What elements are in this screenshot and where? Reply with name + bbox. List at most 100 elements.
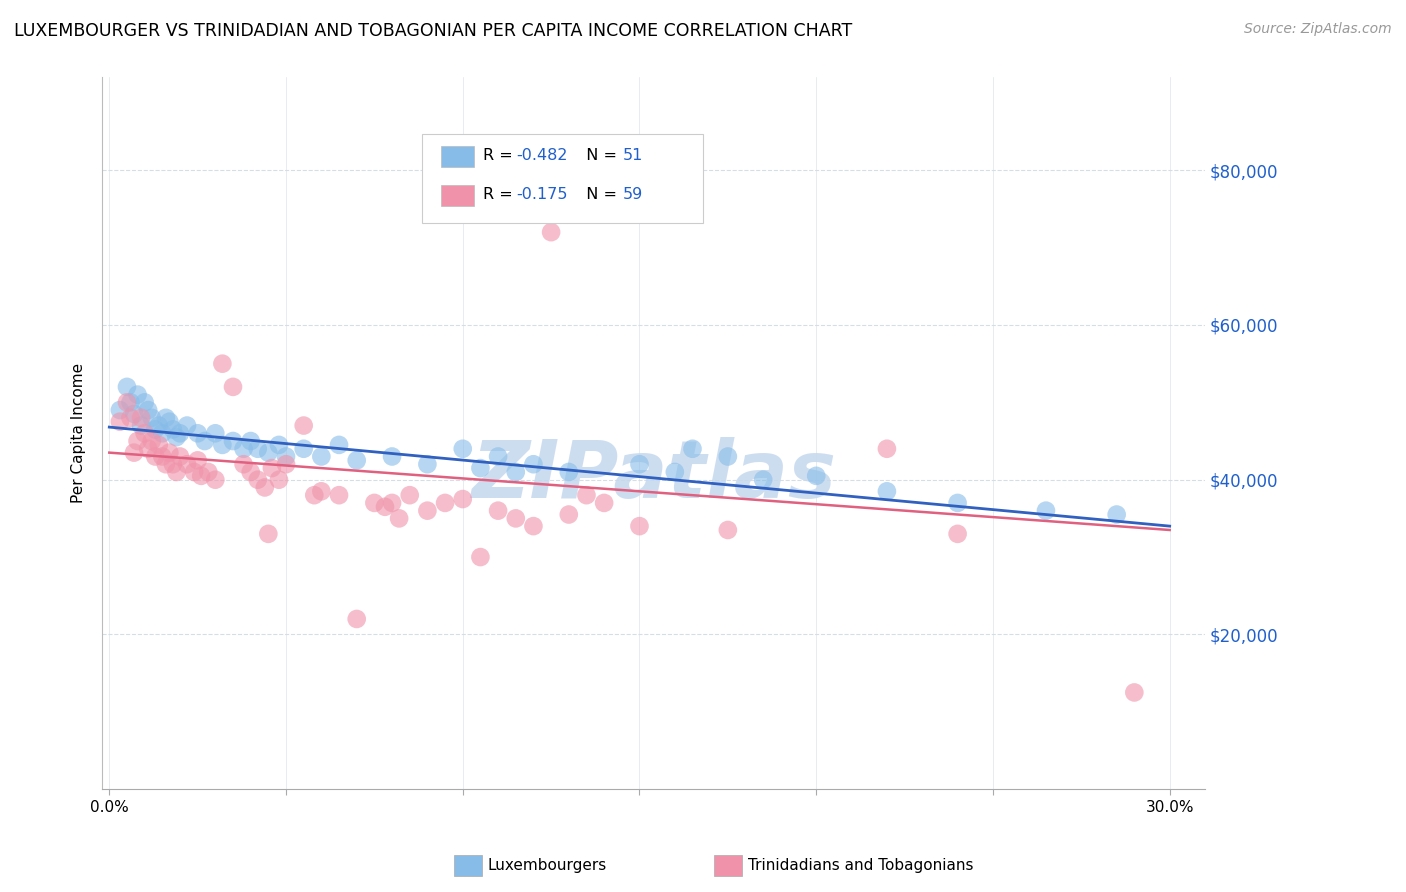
Point <box>274 457 297 471</box>
Point <box>292 418 315 433</box>
Point <box>141 410 163 425</box>
Text: Trinidadians and Tobagonians: Trinidadians and Tobagonians <box>748 858 973 872</box>
Point <box>505 511 527 525</box>
Point <box>558 508 581 522</box>
Point <box>162 457 184 471</box>
Point <box>363 496 385 510</box>
Point <box>197 465 219 479</box>
Point <box>267 438 290 452</box>
Point <box>232 457 254 471</box>
Text: ZIPatlas: ZIPatlas <box>471 437 837 515</box>
Point <box>129 418 152 433</box>
Point <box>162 422 184 436</box>
Point <box>311 484 333 499</box>
FancyBboxPatch shape <box>440 185 474 206</box>
Point <box>115 380 138 394</box>
Point <box>134 395 156 409</box>
Point <box>260 461 283 475</box>
Y-axis label: Per Capita Income: Per Capita Income <box>72 363 86 503</box>
Point <box>108 415 131 429</box>
Point <box>522 519 544 533</box>
Point <box>239 434 262 448</box>
Point <box>155 457 177 471</box>
FancyBboxPatch shape <box>422 135 703 223</box>
Text: Luxembourgers: Luxembourgers <box>488 858 607 872</box>
Point <box>253 480 276 494</box>
Text: -0.482: -0.482 <box>516 148 567 163</box>
Point <box>134 426 156 441</box>
Point <box>239 465 262 479</box>
Point <box>434 496 457 510</box>
Point <box>1105 508 1128 522</box>
FancyBboxPatch shape <box>440 145 474 167</box>
Point <box>120 395 142 409</box>
Point <box>451 491 474 506</box>
Point <box>194 434 217 448</box>
Point <box>157 445 180 459</box>
Point <box>246 473 269 487</box>
Point <box>150 450 173 464</box>
Point <box>165 430 187 444</box>
Text: R =: R = <box>482 148 517 163</box>
Point <box>222 380 245 394</box>
Point <box>416 503 439 517</box>
Point <box>187 453 209 467</box>
Point <box>169 426 191 441</box>
Point <box>187 426 209 441</box>
Point <box>108 403 131 417</box>
Point <box>540 225 562 239</box>
Point <box>451 442 474 456</box>
Point <box>292 442 315 456</box>
Point <box>628 457 651 471</box>
Text: -0.175: -0.175 <box>516 187 567 202</box>
Point <box>115 395 138 409</box>
Point <box>304 488 326 502</box>
Point <box>190 468 212 483</box>
Point <box>876 484 898 499</box>
Point <box>311 450 333 464</box>
Point <box>122 407 145 421</box>
Point <box>682 442 704 456</box>
Point <box>486 503 509 517</box>
Point <box>274 450 297 464</box>
Point <box>946 496 969 510</box>
Text: LUXEMBOURGER VS TRINIDADIAN AND TOBAGONIAN PER CAPITA INCOME CORRELATION CHART: LUXEMBOURGER VS TRINIDADIAN AND TOBAGONI… <box>14 22 852 40</box>
Point <box>232 442 254 456</box>
Point <box>388 511 411 525</box>
Point <box>204 473 226 487</box>
Point <box>505 465 527 479</box>
Point <box>398 488 420 502</box>
Point <box>169 450 191 464</box>
Point <box>593 496 616 510</box>
Point <box>141 434 163 448</box>
Text: 51: 51 <box>623 148 643 163</box>
Point <box>717 523 740 537</box>
Point <box>416 457 439 471</box>
Point <box>328 438 350 452</box>
Point <box>628 519 651 533</box>
Point <box>664 465 686 479</box>
Point <box>176 457 198 471</box>
Point <box>486 450 509 464</box>
Point <box>257 526 280 541</box>
Point <box>122 445 145 459</box>
Text: R =: R = <box>482 187 517 202</box>
Point <box>328 488 350 502</box>
Point <box>522 457 544 471</box>
Point <box>267 473 290 487</box>
Point <box>381 496 404 510</box>
Point <box>183 465 205 479</box>
Point <box>157 415 180 429</box>
Point <box>127 434 149 448</box>
Point <box>129 410 152 425</box>
Point <box>150 426 173 441</box>
Point <box>752 473 775 487</box>
Text: 59: 59 <box>623 187 643 202</box>
Point <box>148 438 170 452</box>
Point <box>346 453 368 467</box>
Point <box>470 550 492 565</box>
Point <box>120 410 142 425</box>
Point <box>211 438 233 452</box>
Point <box>946 526 969 541</box>
Point <box>155 410 177 425</box>
